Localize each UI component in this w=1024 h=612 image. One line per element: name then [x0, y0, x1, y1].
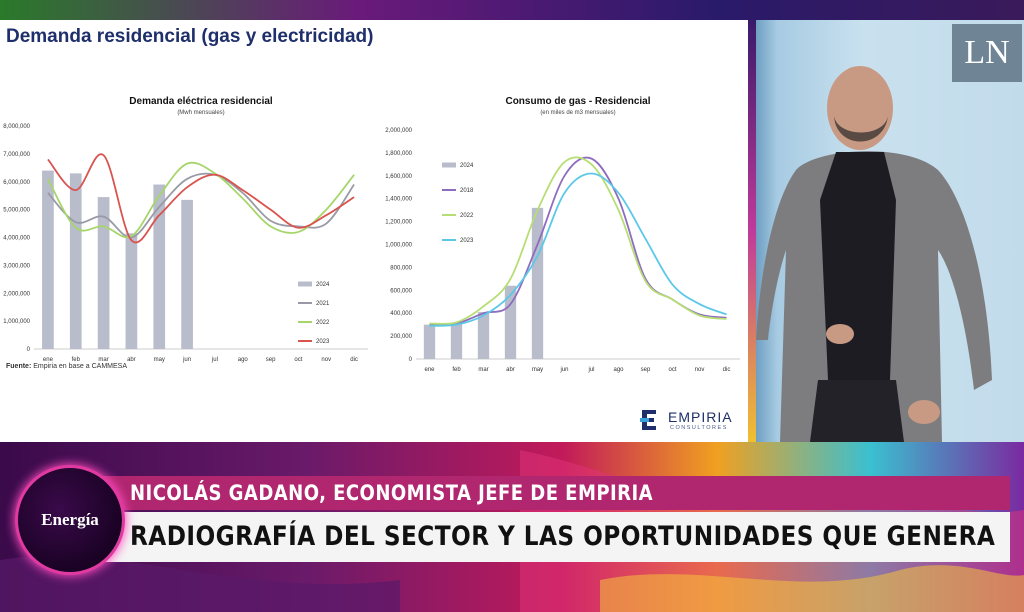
y-tick-label: 1,200,000: [385, 220, 412, 226]
y-tick-label: 3,000,000: [3, 263, 30, 269]
y-tick-label: 4,000,000: [3, 236, 30, 242]
electric-demand-chart: Demanda eléctrica residencial (Mwh mensua…: [3, 96, 368, 363]
bar-2024: [477, 312, 490, 359]
x-tick-label: ene: [424, 367, 435, 373]
line-series-2023: [47, 153, 355, 244]
logo-subtitle: CONSULTORES: [670, 425, 728, 431]
bar-2024: [69, 173, 82, 349]
x-tick-label: mar: [98, 357, 108, 363]
x-tick-label: feb: [452, 367, 461, 373]
y-tick-label: 1,400,000: [385, 197, 412, 203]
legend-label: 2023: [316, 339, 330, 345]
bar-2024: [181, 199, 193, 349]
chart-subtitle: (Mwh mensuales): [177, 110, 224, 116]
legend-label: 2024: [316, 282, 330, 288]
line-series-2023: [429, 172, 727, 327]
line-series-2018: [429, 156, 727, 326]
y-tick-label: 1,000,000: [3, 319, 30, 325]
x-tick-label: jun: [559, 367, 568, 373]
bar-2024: [450, 323, 463, 359]
x-tick-label: may: [532, 367, 543, 373]
gas-consumption-chart: Consumo de gas - Residencial (en miles de…: [385, 96, 740, 373]
y-tick-label: 8,000,000: [3, 124, 30, 130]
x-tick-label: mar: [478, 367, 488, 373]
chart-title: Demanda eléctrica residencial: [129, 96, 273, 107]
line-series-2022: [429, 156, 727, 325]
y-tick-label: 1,600,000: [385, 174, 412, 180]
presenter-figure-icon: [756, 66, 992, 442]
section-badge-label: Energía: [41, 510, 99, 529]
x-tick-label: ago: [613, 367, 624, 373]
y-tick-label: 6,000,000: [3, 180, 30, 186]
y-tick-label: 0: [27, 347, 31, 353]
presenter-video: [756, 20, 1024, 442]
y-tick-label: 7,000,000: [3, 152, 30, 158]
channel-logo: LN: [952, 24, 1022, 82]
x-tick-label: dic: [350, 357, 358, 363]
bar-2024: [125, 233, 138, 349]
bar-2024: [42, 170, 54, 349]
x-tick-label: feb: [72, 357, 81, 363]
legend-label: 2024: [460, 163, 474, 169]
source-label: Fuente:: [6, 363, 32, 370]
y-tick-label: 5,000,000: [3, 208, 30, 214]
x-tick-label: abr: [506, 367, 515, 373]
x-tick-label: oct: [668, 367, 676, 373]
legend-label: 2018: [460, 188, 474, 194]
chart-title: Consumo de gas - Residencial: [505, 96, 650, 107]
y-tick-label: 0: [409, 357, 413, 363]
section-badge: Energía: [18, 468, 122, 572]
x-tick-label: sep: [266, 357, 276, 363]
x-tick-label: oct: [294, 357, 302, 363]
x-tick-label: sep: [641, 367, 651, 373]
x-tick-label: jun: [182, 357, 191, 363]
y-tick-label: 200,000: [390, 334, 412, 340]
logo-name: EMPIRIA: [668, 409, 733, 425]
bar-2024: [153, 184, 166, 349]
x-tick-label: ene: [43, 357, 54, 363]
x-tick-label: abr: [127, 357, 136, 363]
y-tick-label: 2,000,000: [3, 291, 30, 297]
x-tick-label: dic: [723, 367, 731, 373]
name-bar: NICOLÁS GADANO, ECONOMISTA JEFE DE EMPIR…: [100, 476, 1010, 510]
y-tick-label: 2,000,000: [385, 128, 412, 134]
bar-2024: [97, 197, 110, 349]
line-series-2022: [47, 161, 355, 239]
y-tick-label: 1,800,000: [385, 151, 412, 157]
source-note: Fuente: Empiria en base a CAMMESA: [6, 363, 127, 370]
slide-title: Demanda residencial (gas y electricidad): [6, 26, 374, 47]
y-tick-label: 600,000: [390, 288, 412, 294]
x-tick-label: jul: [587, 367, 594, 373]
legend-label: 2023: [460, 238, 474, 244]
legend-label: 2021: [316, 301, 330, 307]
bar-2024: [504, 285, 517, 359]
x-tick-label: may: [154, 357, 165, 363]
line-series-2021: [47, 172, 355, 239]
headline: RADIOGRAFÍA DEL SECTOR Y LAS OPORTUNIDAD…: [130, 521, 996, 552]
x-tick-label: nov: [321, 357, 331, 363]
speaker-name: NICOLÁS GADANO, ECONOMISTA JEFE DE EMPIR…: [130, 481, 654, 505]
y-tick-label: 1,000,000: [385, 243, 412, 249]
empiria-logo-mark-icon: [640, 410, 656, 430]
bar-2024: [531, 207, 544, 359]
lower-third: NICOLÁS GADANO, ECONOMISTA JEFE DE EMPIR…: [0, 468, 1024, 578]
x-tick-label: ago: [238, 357, 249, 363]
headline-bar: RADIOGRAFÍA DEL SECTOR Y LAS OPORTUNIDAD…: [100, 512, 1010, 562]
y-tick-label: 800,000: [390, 265, 412, 271]
legend-label: 2022: [316, 320, 330, 326]
y-tick-label: 400,000: [390, 311, 412, 317]
empiria-logo: EMPIRIA CONSULTORES: [640, 406, 740, 436]
x-tick-label: nov: [695, 367, 705, 373]
presentation-slide: Demanda residencial (gas y electricidad)…: [0, 20, 748, 442]
source-text: Empiria en base a CAMMESA: [33, 363, 127, 370]
x-tick-label: jul: [211, 357, 218, 363]
chart-subtitle: (en miles de m3 mensuales): [540, 110, 615, 116]
bar-2024: [423, 324, 436, 359]
legend-label: 2022: [460, 213, 474, 219]
